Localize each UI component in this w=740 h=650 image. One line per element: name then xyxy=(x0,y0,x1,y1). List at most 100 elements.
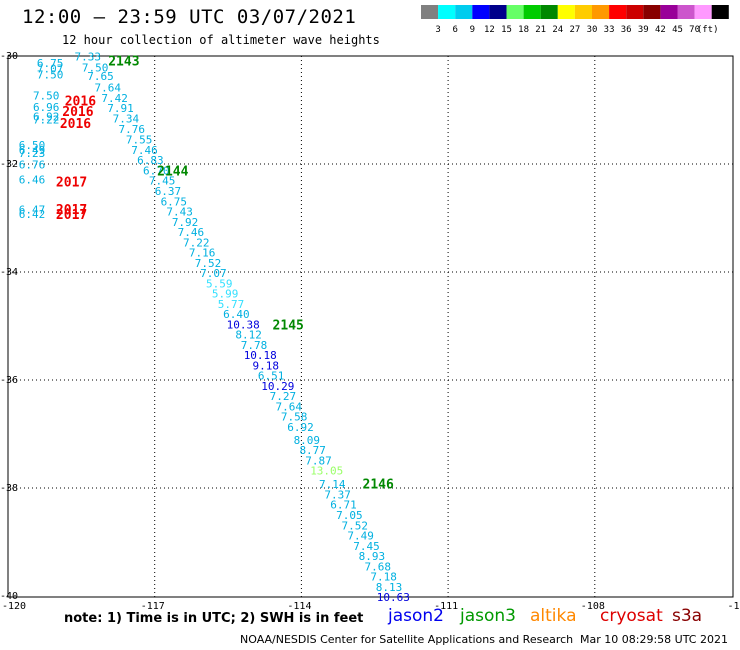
pass-number-label: 2017 xyxy=(56,208,87,223)
colorbar-tick: 3 xyxy=(435,25,440,35)
colorbar-swatch xyxy=(694,5,712,19)
wave-height-reading: 7.92 xyxy=(172,216,199,229)
colorbar-tick: 27 xyxy=(569,25,580,35)
wave-height-reading: 6.71 xyxy=(330,499,357,512)
wave-height-reading: 10.18 xyxy=(244,349,277,362)
colorbar-unit: (ft) xyxy=(697,25,719,35)
colorbar-swatch xyxy=(711,5,729,19)
wave-height-reading: 7.34 xyxy=(113,113,140,126)
wave-height-reading: 7.07 xyxy=(37,62,64,75)
wave-height-reading: 7.52 xyxy=(341,519,368,532)
pass-number-label: 2016 xyxy=(65,94,96,109)
wave-height-reading: 7.22 xyxy=(183,236,210,249)
colorbar-tick: 33 xyxy=(604,25,615,35)
colorbar-swatch xyxy=(609,5,627,19)
legend-s3a: s3a xyxy=(672,606,703,626)
map-title: 12:00 — 23:59 UTC 03/07/2021 xyxy=(22,6,357,28)
colorbar-tick: 42 xyxy=(655,25,666,35)
wave-height-reading: 7.64 xyxy=(95,81,122,94)
x-tick-label: -108 xyxy=(581,601,605,610)
wave-height-reading: 6.46 xyxy=(19,174,46,187)
pass-number-label: 2017 xyxy=(56,175,87,190)
units-note: note: 1) Time is in UTC; 2) SWH is in fe… xyxy=(64,611,364,626)
wave-height-reading: 7.42 xyxy=(101,92,128,105)
wave-height-reading: 8.77 xyxy=(299,444,326,457)
wave-height-reading: 7.18 xyxy=(370,571,397,584)
x-tick-label: -114 xyxy=(287,601,311,610)
wave-height-reading: 7.27 xyxy=(270,390,297,403)
wave-height-reading: 7.46 xyxy=(178,226,205,239)
wave-height-reading: 10.38 xyxy=(227,318,260,331)
wave-height-reading: 6.75 xyxy=(161,195,188,208)
colorbar-swatch xyxy=(438,5,456,19)
colorbar-tick: 39 xyxy=(638,25,649,35)
wave-height-reading: 7.43 xyxy=(166,206,193,219)
wave-height-reading: 8.13 xyxy=(376,581,403,594)
colorbar-tick: 30 xyxy=(587,25,598,35)
timestamp-text: Mar 10 08:29:58 UTC 2021 xyxy=(580,633,728,646)
wave-height-reading: 7.58 xyxy=(281,411,308,424)
wave-height-reading: 7.37 xyxy=(324,488,351,501)
colorbar-tick: 21 xyxy=(535,25,546,35)
wave-height-reading: 7.64 xyxy=(275,400,302,413)
colorbar-tick: 9 xyxy=(470,25,475,35)
legend-cryosat: cryosat xyxy=(600,606,663,626)
colorbar-swatch xyxy=(455,5,473,19)
wave-height-reading: 7.52 xyxy=(195,257,222,270)
wave-height-reading: 6.92 xyxy=(287,421,314,434)
legend-jason2: jason2 xyxy=(388,606,444,626)
wave-height-reading: 7.33 xyxy=(75,51,102,64)
wave-height-reading: 7.78 xyxy=(241,339,268,352)
colorbar-tick: 15 xyxy=(501,25,512,35)
wave-height-reading: 6.51 xyxy=(258,370,285,383)
y-tick-label: -36 xyxy=(0,375,18,386)
wave-height-reading: 7.65 xyxy=(87,70,114,83)
wave-height-reading: 8.12 xyxy=(235,329,262,342)
x-tick-label: -117 xyxy=(141,601,165,610)
wave-height-reading: 6.92 xyxy=(33,110,60,123)
y-tick-label: -34 xyxy=(0,267,18,278)
colorbar-swatch xyxy=(592,5,610,19)
y-tick-label: -40 xyxy=(0,591,18,602)
legend-jason3: jason3 xyxy=(460,606,516,626)
y-tick-label: -32 xyxy=(0,159,18,170)
credit-text: NOAA/NESDIS Center for Satellite Applica… xyxy=(240,633,574,646)
colorbar-swatch xyxy=(557,5,575,19)
wave-height-reading: 9.18 xyxy=(253,359,280,372)
wave-height-reading: 6.40 xyxy=(223,308,250,321)
colorbar-swatch xyxy=(677,5,695,19)
wave-height-reading: 8.09 xyxy=(294,434,321,447)
colorbar-tick: 70 xyxy=(689,25,700,35)
wave-height-reading: 8.93 xyxy=(359,550,386,563)
y-tick-label: -38 xyxy=(0,483,18,494)
wave-height-reading: 7.87 xyxy=(305,454,332,467)
colorbar-swatch xyxy=(421,5,439,19)
x-tick-label: -111 xyxy=(434,601,458,610)
wave-height-reading: 6.70 xyxy=(143,164,170,177)
colorbar-swatch xyxy=(540,5,558,19)
map-frame xyxy=(7,55,734,598)
wave-height-reading: 6.47 xyxy=(19,203,46,216)
colorbar-swatch xyxy=(523,5,541,19)
wave-height-reading: 7.55 xyxy=(126,134,153,147)
pass-number-label: 2016 xyxy=(60,117,91,132)
wave-height-reading: 10.29 xyxy=(261,380,294,393)
wave-height-reading: 7.16 xyxy=(189,247,216,260)
wave-height-reading: 6.75 xyxy=(37,57,64,70)
wave-height-reading: 7.05 xyxy=(336,509,363,522)
wave-height-reading: 7.76 xyxy=(119,123,146,136)
altimeter-map: -120 -117 -114 -111 -108 -10 -30 -32 -34 -36 -38 -4… xyxy=(0,51,740,610)
wave-height-reading: 6.83 xyxy=(137,154,164,167)
wave-height-reading: 7.22 xyxy=(33,114,60,127)
wave-height-colorbar: 3 6 9 12 15 18 21 24 27 30 33 36 39 42 45 70(ft) xyxy=(421,5,729,35)
pass-number-label: 2144 xyxy=(157,164,188,179)
colorbar-tick: 45 xyxy=(672,25,683,35)
wave-height-reading: 6.42 xyxy=(19,208,46,221)
wave-height-reading: 7.50 xyxy=(82,61,109,74)
wave-height-reading: 7.49 xyxy=(347,530,374,543)
wave-height-reading: 7.68 xyxy=(364,560,391,573)
colorbar-swatch xyxy=(626,5,644,19)
wave-height-reading: 7.91 xyxy=(107,102,134,115)
wave-height-reading: 6.76 xyxy=(19,159,46,172)
wave-height-reading: 7.50 xyxy=(37,68,64,81)
